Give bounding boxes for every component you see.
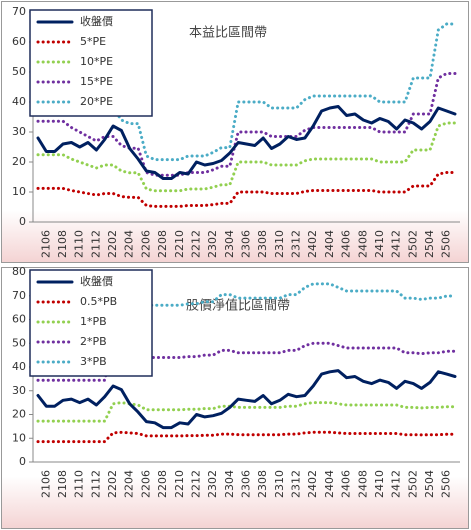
y-tick-label: 0 (19, 455, 26, 468)
legend-label: 5*PE (80, 35, 106, 48)
x-tick-label: 2402 (306, 230, 319, 258)
x-tick-label: 2206 (139, 230, 152, 258)
x-tick-label: 2110 (73, 230, 86, 258)
x-tick-label: 2202 (106, 470, 119, 498)
price-line (36, 105, 457, 180)
y-tick-label: 40 (12, 95, 26, 108)
y-tick-label: 60 (12, 313, 26, 326)
y-tick-label: 10 (12, 185, 26, 198)
x-tick-label: 2106 (39, 230, 52, 258)
x-tick-label: 2312 (290, 230, 303, 258)
x-tick-label: 2108 (56, 470, 69, 498)
x-tick-label: 2204 (123, 230, 136, 258)
legend-label: 0.5*PB (80, 295, 117, 308)
x-tick-label: 2112 (89, 470, 102, 498)
x-tick-label: 2210 (173, 230, 186, 258)
x-tick-label: 2502 (406, 470, 419, 498)
y-tick-label: 20 (12, 155, 26, 168)
y-tick-label: 80 (12, 265, 26, 278)
x-tick-label: 2108 (56, 230, 69, 258)
x-tick-label: 2310 (273, 230, 286, 258)
band-line (36, 171, 457, 208)
x-tick-label: 2304 (223, 470, 236, 498)
legend (29, 269, 153, 377)
price-line (36, 369, 457, 430)
x-tick-label: 2212 (189, 470, 202, 498)
x-tick-label: 2112 (89, 230, 102, 258)
x-tick-label: 2206 (139, 470, 152, 498)
legend (29, 9, 153, 117)
x-tick-label: 2412 (390, 230, 403, 258)
x-tick-label: 2504 (423, 470, 436, 498)
y-tick-label: 20 (12, 408, 26, 421)
y-tick-label: 0 (19, 215, 26, 228)
x-tick-label: 2302 (206, 470, 219, 498)
y-tick-label: 50 (12, 65, 26, 78)
band-line (36, 401, 457, 423)
y-tick-label: 70 (12, 5, 26, 18)
y-tick-label: 30 (12, 384, 26, 397)
x-tick-label: 2208 (156, 230, 169, 258)
x-tick-label: 2310 (273, 470, 286, 498)
band-line (36, 121, 457, 193)
x-tick-label: 2308 (256, 230, 269, 258)
x-tick-label: 2304 (223, 230, 236, 258)
x-tick-label: 2410 (373, 230, 386, 258)
legend-label: 20*PE (80, 95, 113, 108)
x-tick-label: 2408 (356, 230, 369, 258)
legend-label: 15*PE (80, 75, 113, 88)
x-tick-label: 2204 (123, 470, 136, 498)
x-tick-label: 2308 (256, 470, 269, 498)
x-tick-label: 2404 (323, 230, 336, 258)
x-tick-label: 2306 (240, 230, 253, 258)
x-tick-label: 2504 (423, 230, 436, 258)
chart-title: 股價淨值比區間帶 (186, 298, 290, 314)
x-tick-label: 2406 (340, 230, 353, 258)
x-tick-label: 2212 (189, 230, 202, 258)
legend-label: 收盤價 (80, 274, 113, 288)
x-tick-label: 2506 (440, 470, 453, 498)
x-tick-label: 2208 (156, 470, 169, 498)
x-tick-label: 2410 (373, 470, 386, 498)
x-tick-label: 2106 (39, 470, 52, 498)
x-tick-label: 2202 (106, 230, 119, 258)
chart-title: 本益比區間帶 (189, 26, 267, 41)
legend-label: 1*PB (80, 315, 107, 328)
legend-label: 2*PB (80, 335, 107, 348)
x-tick-label: 2404 (323, 470, 336, 498)
band-line (36, 430, 457, 444)
y-tick-label: 60 (12, 35, 26, 48)
x-tick-label: 2110 (73, 470, 86, 498)
y-tick-label: 40 (12, 360, 26, 373)
x-tick-label: 2408 (356, 470, 369, 498)
x-tick-label: 2412 (390, 470, 403, 498)
x-tick-label: 2302 (206, 230, 219, 258)
y-tick-label: 30 (12, 125, 26, 138)
x-tick-label: 2502 (406, 230, 419, 258)
legend-label: 收盤價 (80, 14, 113, 28)
y-tick-label: 50 (12, 336, 26, 349)
x-tick-label: 2406 (340, 470, 353, 498)
x-tick-label: 2506 (440, 230, 453, 258)
x-tick-label: 2312 (290, 470, 303, 498)
x-tick-label: 2210 (173, 470, 186, 498)
y-tick-label: 10 (12, 431, 26, 444)
legend-label: 3*PB (80, 355, 107, 368)
y-tick-label: 70 (12, 289, 26, 302)
legend-label: 10*PE (80, 55, 113, 68)
x-tick-label: 2306 (240, 470, 253, 498)
x-tick-label: 2402 (306, 470, 319, 498)
